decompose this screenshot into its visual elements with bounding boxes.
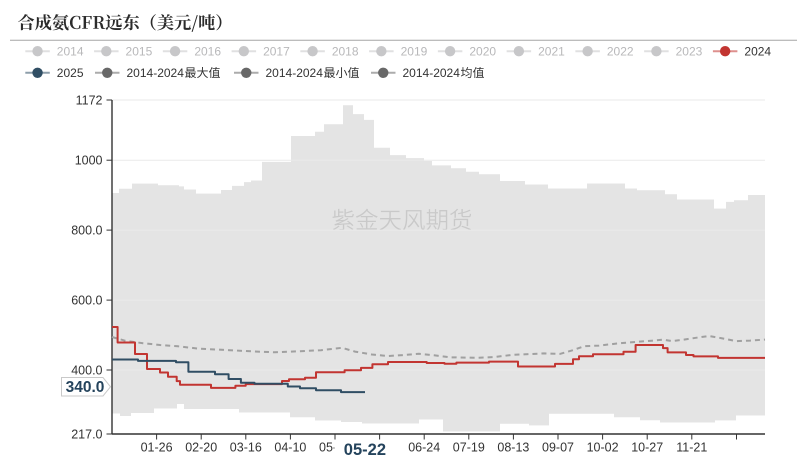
svg-text:217.0: 217.0 <box>71 427 102 441</box>
svg-text:1000: 1000 <box>75 154 103 168</box>
svg-text:11-21: 11-21 <box>676 441 707 455</box>
svg-text:2023: 2023 <box>676 45 703 59</box>
svg-text:2014-2024: 2014-2024 <box>266 66 324 80</box>
svg-text:04-10: 04-10 <box>274 441 306 455</box>
svg-text:10-02: 10-02 <box>587 441 619 455</box>
svg-text:10-27: 10-27 <box>631 441 663 455</box>
svg-text:2019: 2019 <box>401 45 428 59</box>
svg-text:2022: 2022 <box>607 45 634 59</box>
svg-text:2014-2024: 2014-2024 <box>127 66 185 80</box>
svg-text:2021: 2021 <box>538 45 565 59</box>
svg-text:07-19: 07-19 <box>453 441 485 455</box>
svg-text:03-16: 03-16 <box>230 441 262 455</box>
svg-text:2025: 2025 <box>57 66 84 80</box>
svg-text:2018: 2018 <box>332 45 359 59</box>
svg-text:08-13: 08-13 <box>497 441 529 455</box>
svg-text:600.0: 600.0 <box>71 294 102 308</box>
svg-text:2017: 2017 <box>263 45 290 59</box>
svg-text:02-20: 02-20 <box>185 441 217 455</box>
svg-text:01-26: 01-26 <box>141 441 173 455</box>
svg-text:2024: 2024 <box>744 45 771 59</box>
svg-text:05-22: 05-22 <box>344 441 386 459</box>
svg-text:06-24: 06-24 <box>408 441 440 455</box>
svg-text:2016: 2016 <box>194 45 221 59</box>
svg-text:2020: 2020 <box>469 45 496 59</box>
svg-text:2014-2024: 2014-2024 <box>403 66 461 80</box>
svg-text:2015: 2015 <box>126 45 153 59</box>
svg-text:340.0: 340.0 <box>66 379 105 396</box>
svg-text:2014: 2014 <box>57 45 84 59</box>
svg-text:1172: 1172 <box>76 93 103 107</box>
svg-text:800.0: 800.0 <box>71 224 102 238</box>
svg-text:400.0: 400.0 <box>71 363 102 377</box>
svg-text:09-07: 09-07 <box>542 441 574 455</box>
